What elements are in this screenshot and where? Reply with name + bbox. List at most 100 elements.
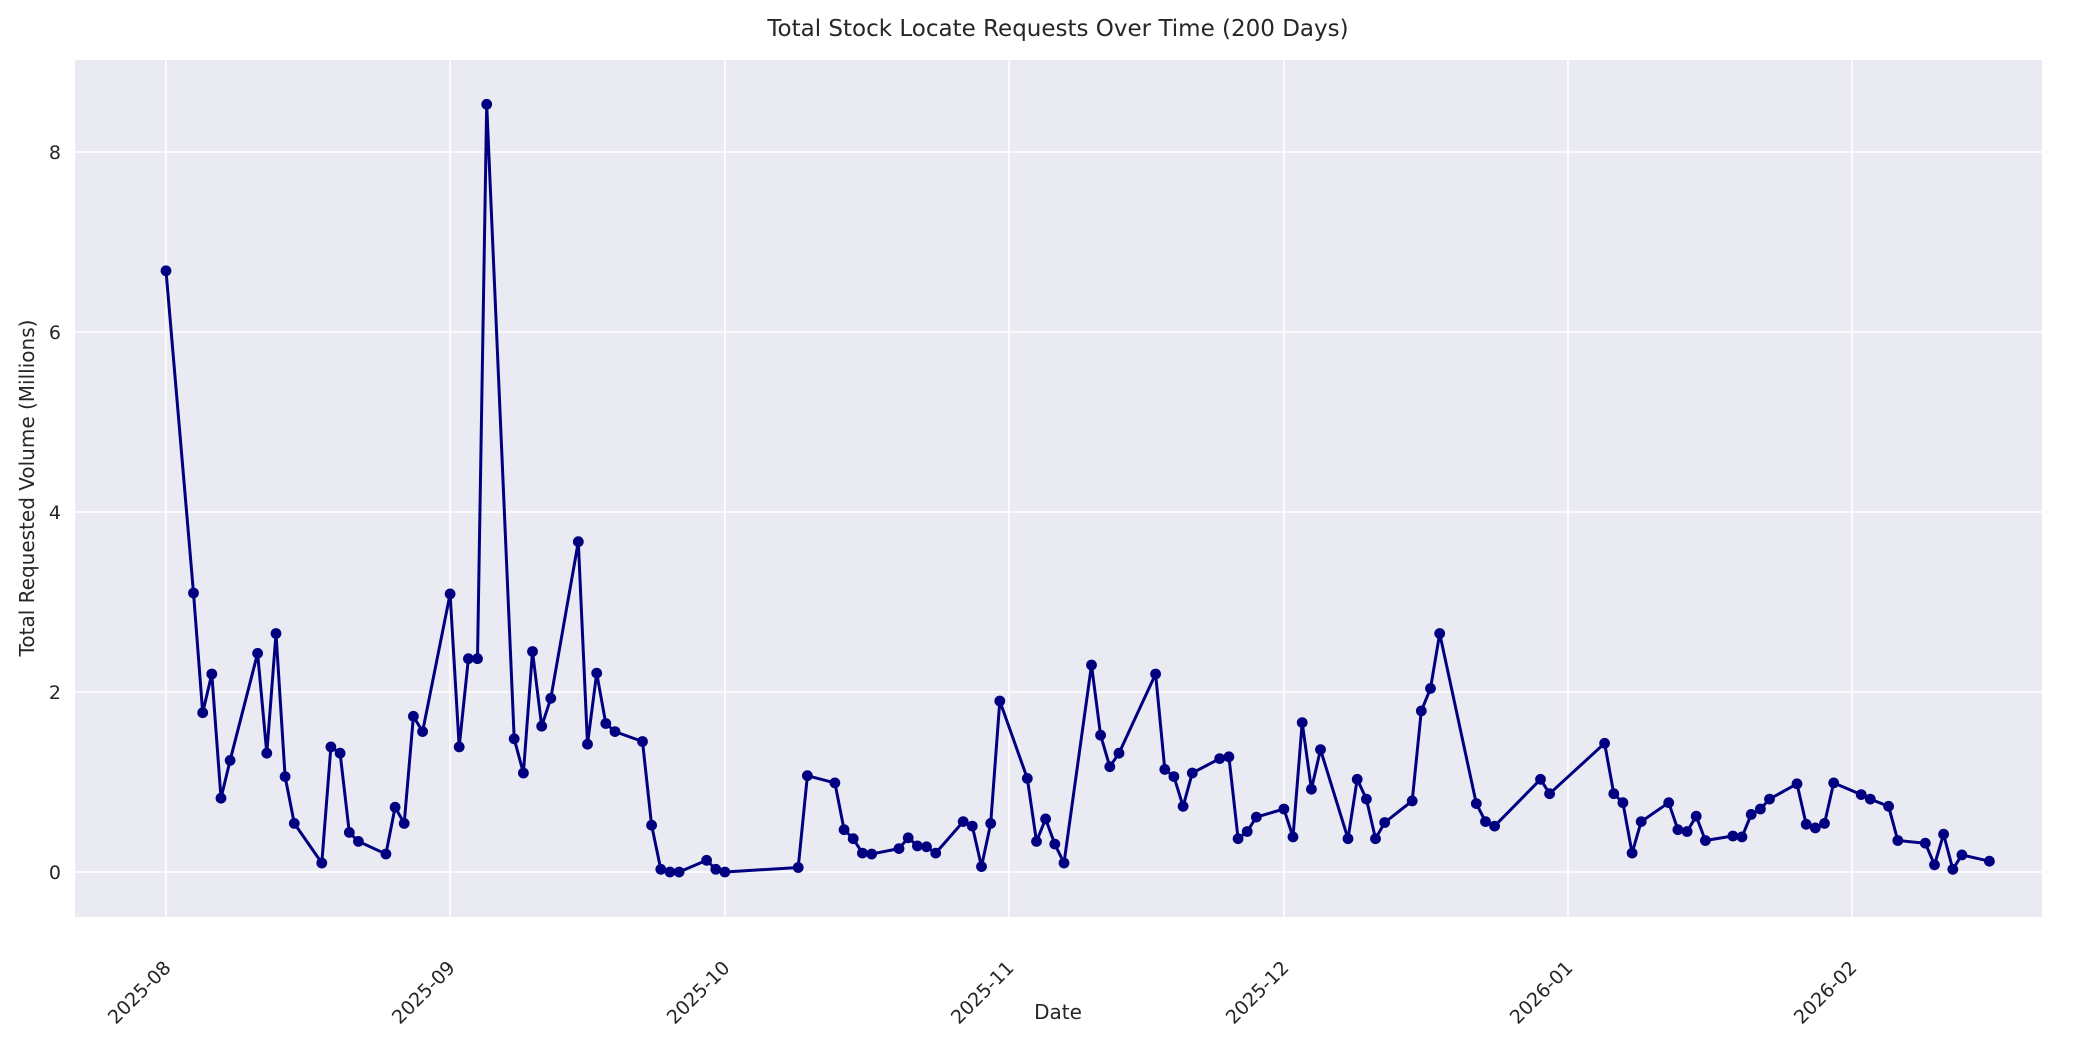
data-point-marker bbox=[591, 667, 603, 679]
data-point-marker bbox=[1809, 822, 1821, 834]
data-point-marker bbox=[1086, 659, 1097, 671]
data-point-marker bbox=[1040, 813, 1051, 825]
data-point-marker bbox=[1021, 773, 1033, 784]
data-point-marker bbox=[1947, 863, 1959, 875]
data-point-marker bbox=[1681, 826, 1693, 837]
data-point-marker bbox=[1819, 818, 1830, 829]
data-point-marker bbox=[994, 695, 1006, 707]
data-point-marker bbox=[957, 816, 969, 827]
data-point-marker bbox=[1764, 793, 1775, 805]
data-point-marker bbox=[1544, 788, 1555, 800]
y-tick-label-4: 4 bbox=[49, 502, 61, 524]
y-tick-label-6: 6 bbox=[49, 322, 61, 344]
data-point-marker bbox=[197, 707, 209, 719]
data-point-marker bbox=[1892, 835, 1904, 846]
chart-title: Total Stock Locate Requests Over Time (2… bbox=[767, 16, 1349, 42]
data-point-marker bbox=[1984, 855, 1995, 867]
data-point-marker bbox=[389, 801, 401, 813]
x-tick-label-2026-01: 2026-01 bbox=[1506, 957, 1578, 1029]
data-point-marker bbox=[1663, 797, 1675, 809]
data-point-marker bbox=[1287, 831, 1299, 843]
data-point-marker bbox=[902, 832, 914, 844]
data-point-marker bbox=[160, 265, 172, 277]
data-point-marker bbox=[1315, 744, 1326, 755]
y-tick-label-8: 8 bbox=[49, 142, 61, 164]
data-point-marker bbox=[206, 668, 218, 680]
data-point-marker bbox=[912, 840, 923, 852]
data-point-marker bbox=[1956, 849, 1968, 861]
data-point-marker bbox=[966, 820, 978, 832]
y-axis-label: Total Requested Volume (Millions) bbox=[15, 319, 39, 657]
data-point-marker bbox=[1855, 789, 1867, 800]
data-point-marker bbox=[545, 692, 557, 704]
data-point-marker bbox=[1150, 668, 1161, 680]
data-point-marker bbox=[1296, 717, 1308, 728]
data-point-marker bbox=[1791, 778, 1803, 790]
data-point-marker bbox=[1361, 793, 1372, 805]
data-point-marker bbox=[582, 738, 593, 750]
data-point-marker bbox=[472, 653, 483, 665]
data-point-marker bbox=[1214, 753, 1226, 764]
data-point-marker bbox=[1938, 828, 1949, 840]
data-point-marker bbox=[1700, 835, 1711, 846]
data-point-marker bbox=[1535, 773, 1546, 785]
data-point-marker bbox=[334, 747, 346, 759]
data-point-marker bbox=[829, 777, 841, 789]
data-point-marker bbox=[1241, 826, 1253, 837]
data-point-marker bbox=[252, 647, 263, 659]
y-tick-label-0: 0 bbox=[49, 862, 61, 884]
data-point-marker bbox=[1919, 837, 1931, 849]
data-point-marker bbox=[1727, 830, 1739, 842]
data-point-marker bbox=[1800, 818, 1812, 830]
plot-area bbox=[75, 60, 2042, 917]
data-point-marker bbox=[893, 843, 905, 854]
data-point-marker bbox=[1599, 737, 1610, 749]
data-point-marker bbox=[1370, 833, 1381, 845]
data-point-marker bbox=[792, 862, 804, 873]
data-point-marker bbox=[1608, 788, 1620, 800]
data-point-marker bbox=[1883, 800, 1894, 812]
data-point-marker bbox=[1480, 816, 1491, 827]
data-point-marker bbox=[288, 818, 300, 829]
data-point-marker bbox=[1745, 809, 1757, 820]
data-point-marker bbox=[1415, 705, 1427, 717]
data-point-marker bbox=[1049, 838, 1061, 850]
data-point-marker bbox=[1186, 767, 1198, 779]
data-point-marker bbox=[1828, 777, 1840, 789]
data-point-marker bbox=[463, 653, 474, 665]
data-point-marker bbox=[1058, 857, 1070, 869]
data-point-marker bbox=[976, 861, 987, 872]
data-point-marker bbox=[857, 847, 868, 859]
data-point-marker bbox=[673, 866, 685, 878]
data-point-marker bbox=[985, 818, 997, 829]
data-point-marker bbox=[316, 857, 328, 869]
data-point-marker bbox=[1095, 729, 1106, 741]
data-point-marker bbox=[609, 726, 621, 737]
data-point-marker bbox=[508, 733, 520, 745]
data-point-marker bbox=[481, 98, 493, 110]
data-point-marker bbox=[921, 841, 932, 853]
data-point-marker bbox=[1489, 820, 1500, 832]
data-point-marker bbox=[1232, 833, 1244, 845]
data-point-marker bbox=[600, 718, 612, 729]
x-tick-label-2026-02: 2026-02 bbox=[1790, 957, 1862, 1029]
data-point-marker bbox=[664, 866, 676, 878]
data-point-marker bbox=[930, 847, 942, 859]
data-point-marker bbox=[847, 833, 859, 845]
data-point-marker bbox=[188, 587, 199, 599]
y-tick-label-2: 2 bbox=[49, 682, 61, 704]
data-point-marker bbox=[380, 848, 392, 860]
data-point-marker bbox=[261, 747, 273, 759]
data-point-marker bbox=[1104, 761, 1116, 773]
data-point-marker bbox=[518, 767, 529, 779]
data-point-marker bbox=[1755, 803, 1766, 815]
data-point-marker bbox=[408, 710, 419, 722]
data-point-marker bbox=[719, 866, 731, 878]
data-point-marker bbox=[270, 628, 282, 639]
data-point-marker bbox=[1929, 859, 1940, 871]
data-point-marker bbox=[1278, 803, 1290, 815]
x-tick-label-2025-08: 2025-08 bbox=[104, 957, 176, 1029]
data-point-marker bbox=[1223, 751, 1235, 763]
